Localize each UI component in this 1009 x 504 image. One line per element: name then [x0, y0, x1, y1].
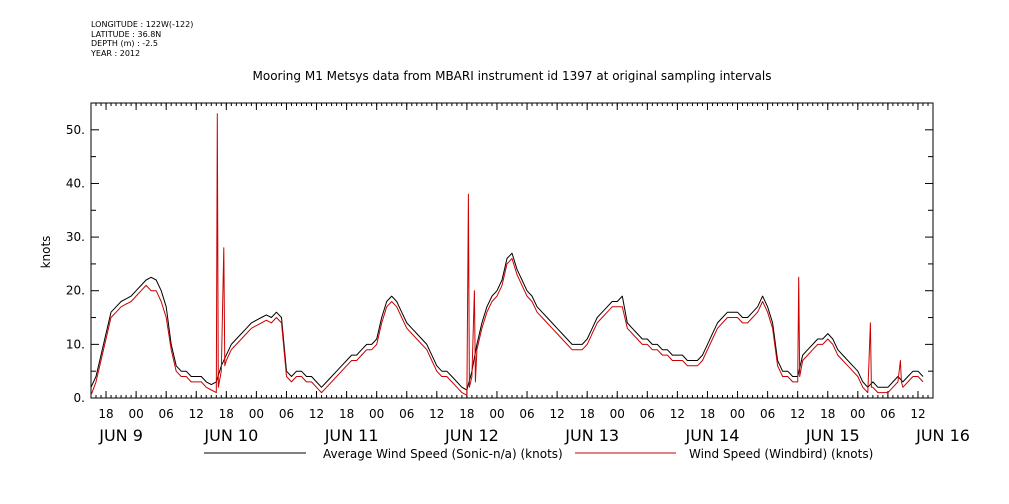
x-tick-label: 18 [459, 407, 474, 421]
legend-label-windbird-wind-speed: Wind Speed (Windbird) (knots) [689, 447, 873, 461]
series-line-windbird-wind-speed [90, 113, 924, 396]
x-tick-label: 12 [189, 407, 204, 421]
meta-longitude: LONGITUDE : 122W(-122) [91, 20, 194, 29]
x-tick-label: 12 [670, 407, 685, 421]
x-date-label: JUN 11 [324, 426, 379, 445]
x-tick-label: 00 [249, 407, 264, 421]
y-tick-label: 20. [66, 284, 85, 298]
x-date-label: JUN 9 [98, 426, 143, 445]
x-tick-label: 18 [219, 407, 234, 421]
meta-latitude: LATITUDE : 36.8N [91, 29, 162, 39]
axis-ticks: 18 00 06 12 18 00 06 12 18 00 06 12 18 00 06 12 18 00 06 12… [66, 102, 970, 445]
x-tick-label: 12 [549, 407, 564, 421]
x-tick-label: 06 [640, 407, 655, 421]
series-layer [90, 113, 924, 396]
x-tick-label: 00 [610, 407, 625, 421]
x-date-label: JUN 16 [915, 426, 970, 445]
x-tick-label: 18 [700, 407, 715, 421]
x-tick-label: 06 [519, 407, 534, 421]
x-tick-label: 18 [339, 407, 354, 421]
y-tick-label: 40. [66, 176, 85, 190]
x-tick-label: 12 [309, 407, 324, 421]
series-line-average-wind-speed [90, 252, 924, 391]
metadata-block: LONGITUDE : 122W(-122) LATITUDE : 36.8N … [91, 20, 193, 58]
x-tick-label: 12 [910, 407, 925, 421]
y-tick-label: 0. [74, 391, 85, 405]
x-tick-label: 06 [159, 407, 174, 421]
x-tick-label: 18 [98, 407, 113, 421]
chart-title: Mooring M1 Metsys data from MBARI instru… [253, 69, 772, 83]
x-date-label: JUN 14 [685, 426, 740, 445]
x-tick-label: 00 [730, 407, 745, 421]
x-tick-label: 06 [399, 407, 414, 421]
x-tick-label: 06 [760, 407, 775, 421]
x-date-label: JUN 13 [564, 426, 619, 445]
x-tick-label: 12 [790, 407, 805, 421]
y-tick-label: 50. [66, 123, 85, 137]
x-tick-label: 06 [880, 407, 895, 421]
x-date-label: JUN 12 [444, 426, 499, 445]
meta-year: YEAR : 2012 [91, 48, 141, 58]
legend-label-average-wind-speed: Average Wind Speed (Sonic-n/a) (knots) [323, 447, 563, 461]
x-tick-label: 18 [820, 407, 835, 421]
x-tick-label: 00 [128, 407, 143, 421]
y-tick-label: 30. [66, 230, 85, 244]
x-tick-label: 00 [489, 407, 504, 421]
x-tick-label: 18 [580, 407, 595, 421]
legend: Average Wind Speed (Sonic-n/a) (knots) W… [204, 447, 873, 461]
meta-depth: DEPTH (m) : -2.5 [91, 39, 158, 48]
x-date-label: JUN 15 [805, 426, 860, 445]
y-axis-label: knots [39, 236, 53, 269]
x-tick-label: 00 [850, 407, 865, 421]
x-tick-label: 00 [369, 407, 384, 421]
x-date-label: JUN 10 [203, 426, 258, 445]
x-tick-label: 12 [429, 407, 444, 421]
x-tick-label: 06 [279, 407, 294, 421]
y-tick-label: 10. [66, 337, 85, 351]
